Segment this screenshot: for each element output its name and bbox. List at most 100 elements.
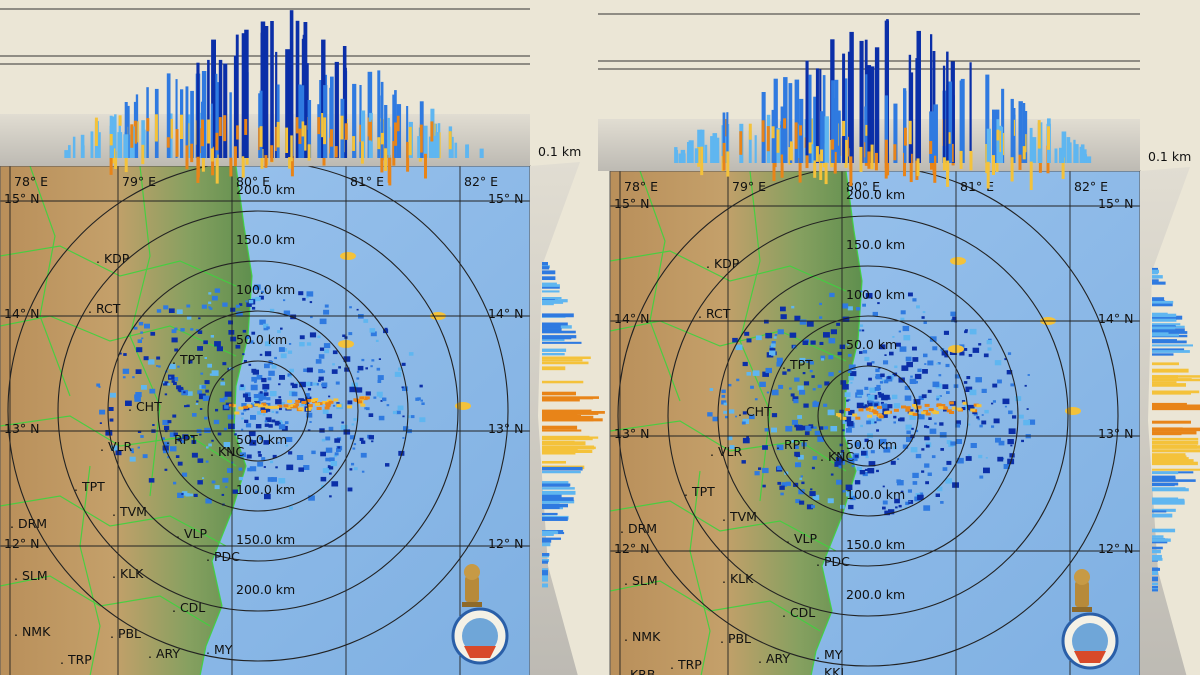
- section-core: [384, 148, 388, 171]
- echo-pixel: [223, 442, 231, 448]
- lat-lon-grid: [0, 166, 530, 675]
- echo-pixel: [304, 381, 311, 387]
- place-label-pbl: . PBL: [110, 626, 141, 641]
- section-core: [700, 146, 704, 176]
- echo-pixel: [338, 366, 341, 369]
- echo-pixel: [187, 391, 193, 396]
- section-column: [127, 134, 133, 158]
- section-column: [947, 81, 953, 163]
- echo-pixel: [384, 327, 388, 331]
- echo-pixel: [827, 498, 834, 504]
- ppi-map: [609, 165, 1140, 675]
- place-label-vlr: . VLR: [100, 439, 132, 454]
- echo-pixel: [956, 407, 962, 411]
- section-column: [710, 136, 714, 163]
- longitude-label: 82° E: [1074, 179, 1108, 194]
- section-core: [118, 115, 122, 126]
- section-row: [542, 266, 550, 270]
- section-row: [542, 322, 568, 326]
- section-core: [780, 154, 784, 178]
- section-column: [215, 73, 218, 158]
- echo-pixel: [156, 356, 161, 360]
- echo-pixel: [347, 487, 353, 492]
- section-row: [542, 517, 568, 521]
- place-label-ary: . ARY: [758, 651, 790, 666]
- section-core: [201, 155, 205, 172]
- echo-pixel: [827, 409, 835, 416]
- echo-pixel: [878, 393, 884, 398]
- section-row: [1152, 300, 1174, 304]
- section-core: [215, 132, 219, 151]
- echo-pixel: [219, 398, 225, 403]
- echo-pixel: [795, 453, 801, 458]
- section-row: [1152, 362, 1179, 366]
- echo-pixel: [961, 407, 966, 411]
- section-row: [542, 553, 549, 556]
- section-core: [146, 118, 150, 132]
- echo-pixel: [255, 424, 262, 429]
- echo-pixel: [917, 494, 924, 500]
- section-column: [270, 21, 274, 158]
- echo-pixel: [301, 402, 306, 406]
- echo-pixel: [353, 418, 357, 421]
- echo-pixel: [163, 305, 169, 310]
- latitude-label-right: 14° N: [1098, 311, 1133, 326]
- echo-cell: [455, 402, 471, 410]
- boundary-line: [0, 575, 211, 627]
- echo-pixel: [928, 417, 932, 420]
- echo-pixel: [198, 393, 206, 400]
- echo-pixel: [935, 493, 940, 497]
- echo-pixel: [279, 407, 282, 411]
- section-row: [542, 483, 571, 487]
- section-row: [1152, 267, 1158, 271]
- echo-pixel: [261, 457, 266, 461]
- echo-pixel: [402, 415, 405, 418]
- section-column: [1080, 144, 1085, 163]
- echo-pixel: [242, 353, 245, 356]
- echo-pixel: [298, 467, 304, 472]
- section-core: [884, 139, 888, 169]
- echo-pixel: [181, 493, 184, 495]
- echo-pixel: [809, 369, 813, 373]
- echo-pixel: [264, 363, 270, 369]
- echo-pixel: [856, 402, 864, 409]
- echo-pixel: [918, 395, 924, 400]
- echo-pixel: [742, 418, 749, 424]
- section-column: [789, 83, 793, 163]
- echo-pixel: [191, 435, 194, 438]
- echo-pixel: [349, 306, 352, 309]
- echo-pixel: [199, 408, 203, 410]
- echo-pixel: [861, 329, 865, 332]
- echo-pixel: [206, 446, 209, 449]
- section-column: [388, 126, 391, 158]
- echo-pixel: [161, 437, 165, 440]
- section-core: [824, 162, 828, 185]
- section-row: [1152, 378, 1192, 381]
- section-core: [789, 141, 793, 161]
- echo-pixel: [332, 404, 336, 407]
- echo-pixel: [901, 405, 906, 409]
- echo-pixel: [162, 445, 169, 451]
- echo-pixel: [946, 409, 952, 413]
- echo-pixel: [135, 369, 142, 374]
- echo-pixel: [721, 389, 726, 394]
- echo-pixel: [900, 490, 904, 493]
- echo-pixel: [396, 410, 401, 415]
- section-column: [241, 33, 245, 159]
- section-core: [903, 152, 906, 177]
- section-row: [1152, 323, 1181, 326]
- echo-pixel: [859, 470, 866, 475]
- echo-pixel: [375, 339, 379, 342]
- echo-pixel: [369, 328, 376, 333]
- echo-pixel: [364, 407, 368, 410]
- echo-pixel: [746, 436, 749, 439]
- echo-pixel: [185, 493, 190, 497]
- echo-pixel: [867, 414, 873, 418]
- section-column: [884, 20, 890, 163]
- section-column: [244, 29, 249, 159]
- section-core: [114, 151, 118, 170]
- echo-pixel: [925, 444, 930, 448]
- echo-pixel: [167, 456, 170, 459]
- echo-pixel: [329, 472, 332, 475]
- echo-pixel: [795, 462, 802, 468]
